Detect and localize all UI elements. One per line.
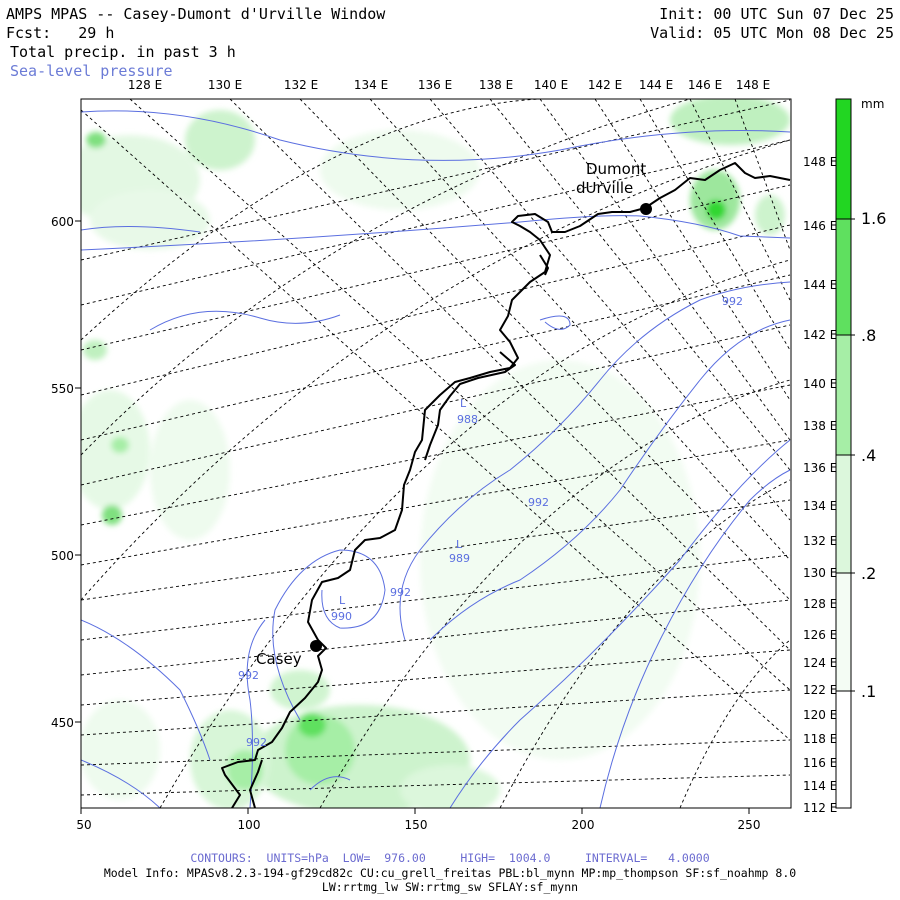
km-tick-marks — [75, 220, 750, 814]
low-value: 990 — [331, 610, 352, 623]
right-axis: 148 E 146 E 144 E 142 E 140 E 138 E 136 … — [803, 155, 837, 815]
left-tick-label: 550 — [51, 382, 74, 396]
contour-label: 992 — [528, 496, 549, 509]
top-tick-label: 132 E — [284, 78, 318, 92]
station-label: Dumont — [586, 160, 646, 178]
station-label: dUrville — [576, 179, 633, 197]
right-tick-label: 120 E — [803, 708, 837, 722]
station-marker — [310, 640, 322, 652]
colorbar-swatch — [836, 219, 851, 335]
top-tick-label: 144 E — [639, 78, 673, 92]
right-tick-label: 126 E — [803, 628, 837, 642]
colorbar-label: .2 — [861, 564, 876, 583]
left-tick-label: 450 — [51, 716, 74, 730]
bottom-tick-label: 250 — [738, 818, 761, 832]
model-info: Model Info: MPASv8.2.3-194-gf29cd82c CU:… — [103, 866, 797, 880]
right-tick-label: 134 E — [803, 499, 837, 513]
colorbar-label: .4 — [861, 446, 876, 465]
station-dumont: Dumont dUrville — [576, 160, 652, 215]
colorbar-swatch — [836, 691, 851, 808]
overlay-name: Sea-level pressure — [10, 62, 173, 80]
precip-shading — [81, 99, 790, 808]
slp-contours — [81, 110, 791, 808]
bottom-tick-label: 50 — [76, 818, 91, 832]
station-casey: Casey — [256, 640, 322, 668]
valid-time: Valid: 05 UTC Mon 08 Dec 25 — [650, 24, 894, 42]
colorbar-swatch — [836, 335, 851, 455]
left-tick-label: 600 — [51, 215, 74, 229]
bottom-tick-label: 100 — [238, 818, 261, 832]
bottom-tick-label: 200 — [572, 818, 595, 832]
top-tick-label: 140 E — [534, 78, 568, 92]
right-tick-label: 132 E — [803, 534, 837, 548]
coastline — [221, 162, 791, 808]
right-tick-label: 148 E — [803, 155, 837, 169]
left-tick-label: 500 — [51, 549, 74, 563]
right-tick-label: 144 E — [803, 278, 837, 292]
left-axis: 600 550 500 450 — [51, 215, 74, 730]
top-axis: 128 E 130 E 132 E 134 E 136 E 138 E 140 … — [128, 78, 770, 92]
figure-title: AMPS MPAS -- Casey-Dumont d'Urville Wind… — [6, 5, 386, 23]
bottom-axis: 50 100 150 200 250 — [76, 818, 760, 832]
right-tick-label: 142 E — [803, 328, 837, 342]
right-tick-label: 124 E — [803, 656, 837, 670]
contour-label: 992 — [390, 586, 411, 599]
top-tick-label: 130 E — [208, 78, 242, 92]
top-tick-label: 134 E — [354, 78, 388, 92]
low-value: 989 — [449, 552, 470, 565]
contour-label: 992 — [722, 295, 743, 308]
colorbar-swatch — [836, 99, 851, 219]
contour-label: 992 — [246, 736, 267, 749]
bottom-tick-label: 150 — [405, 818, 428, 832]
colorbar-unit: mm — [861, 97, 884, 111]
right-tick-label: 130 E — [803, 566, 837, 580]
forecast-hour: Fcst: 29 h — [6, 24, 115, 42]
right-tick-label: 116 E — [803, 756, 837, 770]
right-tick-label: 118 E — [803, 732, 837, 746]
colorbar-label: .8 — [861, 326, 876, 345]
right-tick-label: 138 E — [803, 419, 837, 433]
contour-info: CONTOURS: UNITS=hPa LOW= 976.00 HIGH= 10… — [190, 851, 710, 865]
init-time: Init: 00 UTC Sun 07 Dec 25 — [659, 5, 894, 23]
station-marker — [640, 203, 652, 215]
colorbar-label: 1.6 — [861, 209, 886, 228]
right-tick-label: 112 E — [803, 801, 837, 815]
station-label: Casey — [256, 650, 302, 668]
colorbar: mm 1.6 .8 .4 .2 .1 — [835, 97, 886, 809]
right-tick-label: 114 E — [803, 779, 837, 793]
right-tick-label: 122 E — [803, 683, 837, 697]
field-name: Total precip. in past 3 h — [10, 43, 236, 61]
top-tick-label: 142 E — [588, 78, 622, 92]
right-tick-label: 128 E — [803, 597, 837, 611]
top-tick-label: 148 E — [736, 78, 770, 92]
top-tick-label: 138 E — [479, 78, 513, 92]
map-frame — [80, 98, 792, 809]
graticule — [81, 99, 791, 808]
colorbar-swatch — [836, 455, 851, 573]
low-value: 988 — [457, 413, 478, 426]
right-tick-label: 140 E — [803, 377, 837, 391]
model-info-physics: LW:rrtmg_lw SW:rrtmg_sw SFLAY:sf_mynn — [321, 880, 579, 894]
top-tick-label: 146 E — [688, 78, 722, 92]
top-tick-label: 136 E — [418, 78, 452, 92]
right-tick-label: 146 E — [803, 219, 837, 233]
slp-labels: L 990 L 989 L 988 992 992 992 992 992 — [238, 295, 743, 749]
low-mark: L — [460, 397, 467, 410]
top-tick-label: 128 E — [128, 78, 162, 92]
right-tick-label: 136 E — [803, 461, 837, 475]
low-mark: L — [456, 538, 463, 551]
colorbar-swatch — [836, 573, 851, 691]
low-mark: L — [339, 594, 346, 607]
colorbar-label: .1 — [861, 682, 876, 701]
contour-label: 992 — [238, 669, 259, 682]
